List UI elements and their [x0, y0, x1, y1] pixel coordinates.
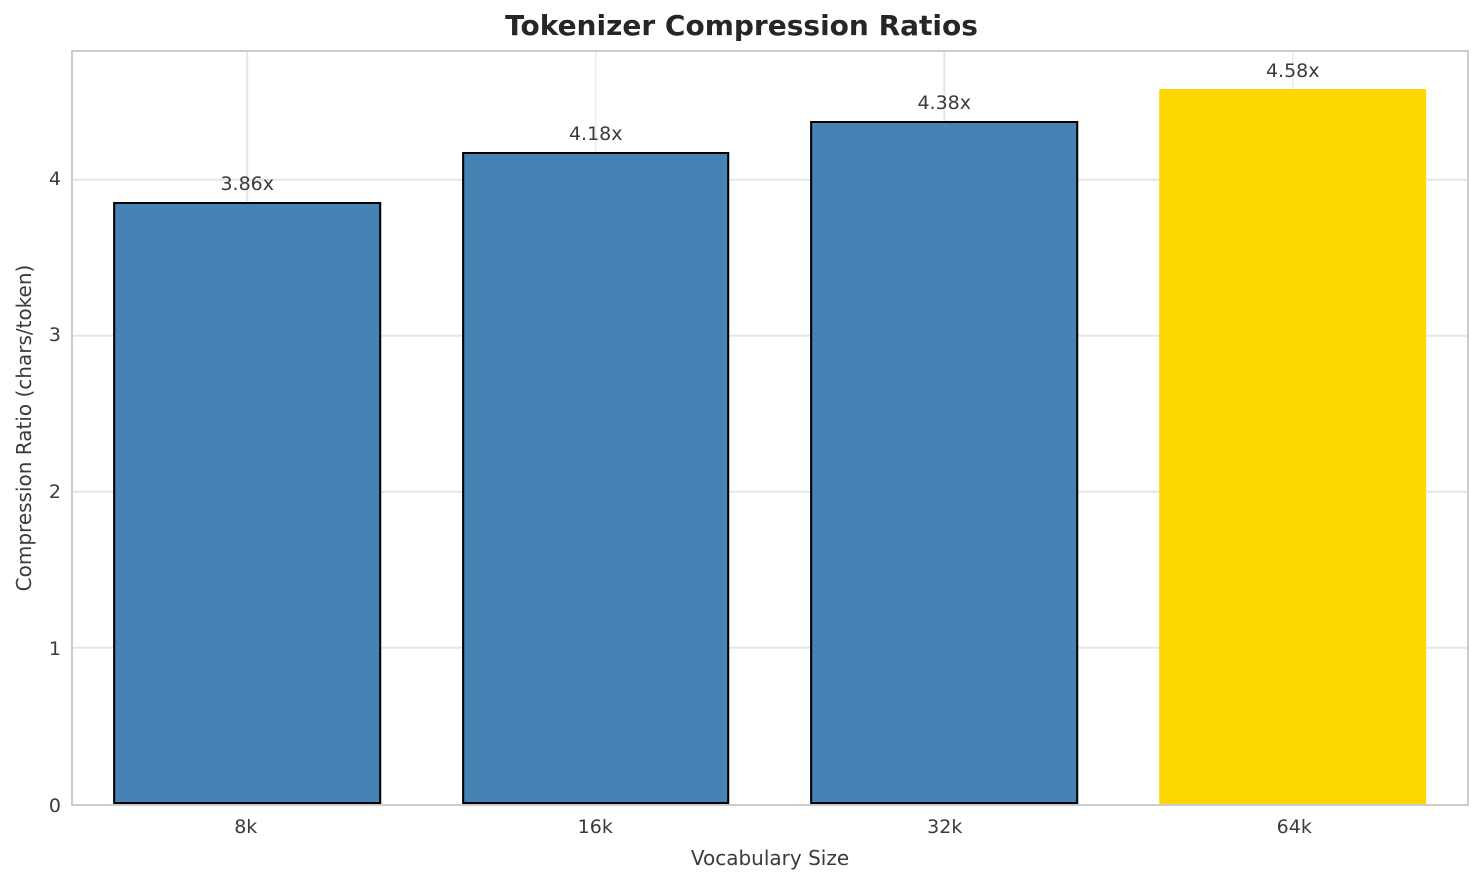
bar-8k — [113, 201, 382, 804]
y-tick-label: 4 — [48, 167, 61, 190]
bar-value-label: 4.38x — [917, 91, 972, 114]
plot-area: 3.86x 4.18x 4.38x 4.58x — [71, 50, 1469, 806]
bar-value-label: 4.18x — [568, 122, 623, 145]
x-tick-label: 64k — [1276, 816, 1312, 838]
x-axis-label: Vocabulary Size — [690, 846, 850, 870]
y-axis-label: Compression Ratio (chars/token) — [12, 264, 36, 592]
bar-16k — [461, 151, 730, 804]
bar-value-label: 3.86x — [220, 172, 275, 195]
y-tick-label: 2 — [48, 481, 61, 504]
bar-32k — [810, 120, 1079, 804]
x-tick-label: 8k — [234, 816, 258, 838]
bar-value-label: 4.58x — [1265, 60, 1320, 83]
gridline-horizontal — [73, 647, 1467, 649]
y-tick-label: 0 — [48, 795, 61, 817]
gridline-horizontal — [73, 335, 1467, 337]
x-tick-label: 32k — [927, 816, 963, 838]
y-tick-label: 3 — [48, 324, 61, 347]
gridline-horizontal — [73, 491, 1467, 493]
gridline-horizontal — [73, 179, 1467, 181]
bar-64k — [1158, 89, 1427, 804]
chart-title: Tokenizer Compression Ratios — [505, 9, 978, 42]
x-tick-label: 16k — [577, 816, 613, 838]
plot-area-inner: 3.86x 4.18x 4.38x 4.58x — [73, 52, 1467, 804]
y-tick-label: 1 — [48, 638, 61, 661]
